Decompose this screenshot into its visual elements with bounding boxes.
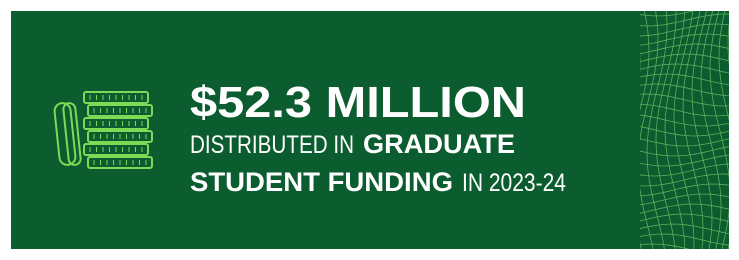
line2-bold: GRADUATE (363, 129, 515, 159)
line3-plain: IN 2023-24 (462, 169, 566, 197)
line3-bold: STUDENT FUNDING (190, 167, 453, 197)
headline: $52.3 MILLION (190, 78, 526, 127)
line2-plain: DISTRIBUTED IN (190, 131, 354, 159)
grid-line-vertical (728, 0, 739, 260)
grid-line-horizontal (630, 0, 734, 6)
banner: $52.3 MILLION DISTRIBUTED IN GRADUATE ST… (0, 0, 739, 260)
